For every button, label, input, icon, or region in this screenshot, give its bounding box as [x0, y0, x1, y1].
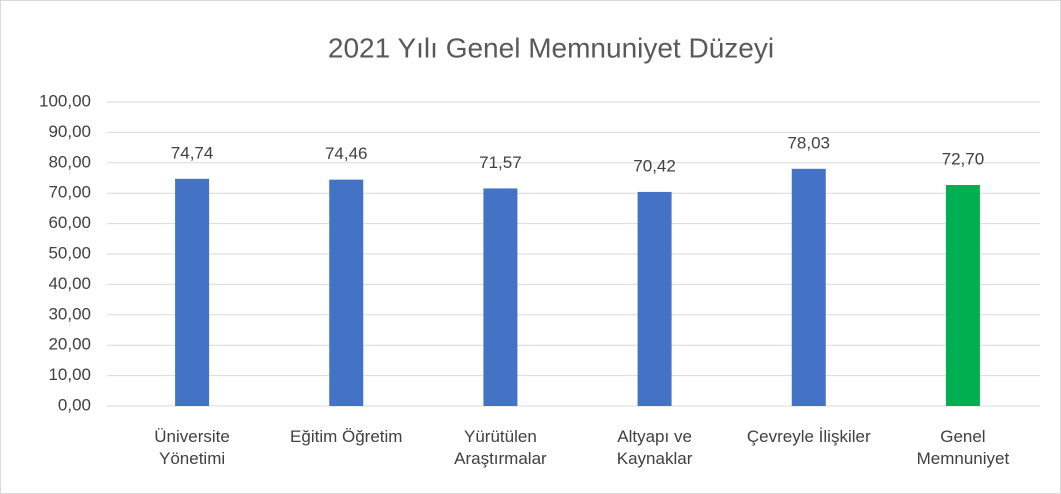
data-label: 74,74 [171, 143, 214, 162]
y-tick-label: 0,00 [58, 395, 91, 414]
data-label: 71,57 [479, 153, 522, 172]
y-tick-label: 50,00 [48, 243, 91, 262]
y-tick-label: 100,00 [39, 91, 91, 110]
chart-title: 2021 Yılı Genel Memnuniyet Düzeyi [328, 32, 774, 63]
y-tick-label: 80,00 [48, 152, 91, 171]
y-tick-label: 60,00 [48, 213, 91, 232]
data-label: 72,70 [942, 149, 985, 168]
bar [637, 191, 672, 406]
y-tick-label: 40,00 [48, 274, 91, 293]
y-tick-label: 30,00 [48, 304, 91, 323]
x-tick-label: Genel Memnuniyet [916, 427, 1010, 468]
y-tick-label: 20,00 [48, 335, 91, 354]
bar [483, 188, 518, 406]
data-label: 78,03 [787, 133, 830, 152]
bar [791, 168, 826, 406]
bar [329, 179, 364, 406]
y-tick-label: 10,00 [48, 365, 91, 384]
y-tick-label: 90,00 [48, 122, 91, 141]
x-tick-label: Yürütülen Araştırmalar [454, 427, 547, 468]
x-tick-label: Eğitim Öğretim [290, 427, 403, 446]
x-tick-label: Üniversite Yönetimi [154, 427, 230, 468]
bar [945, 184, 980, 406]
data-label: 70,42 [633, 156, 676, 175]
data-label: 74,46 [325, 144, 368, 163]
bar [175, 178, 210, 406]
x-tick-label: Çevreyle İlişkiler [746, 427, 871, 446]
x-tick-label: Altyapı ve Kaynaklar [616, 427, 693, 468]
y-tick-label: 70,00 [48, 183, 91, 202]
